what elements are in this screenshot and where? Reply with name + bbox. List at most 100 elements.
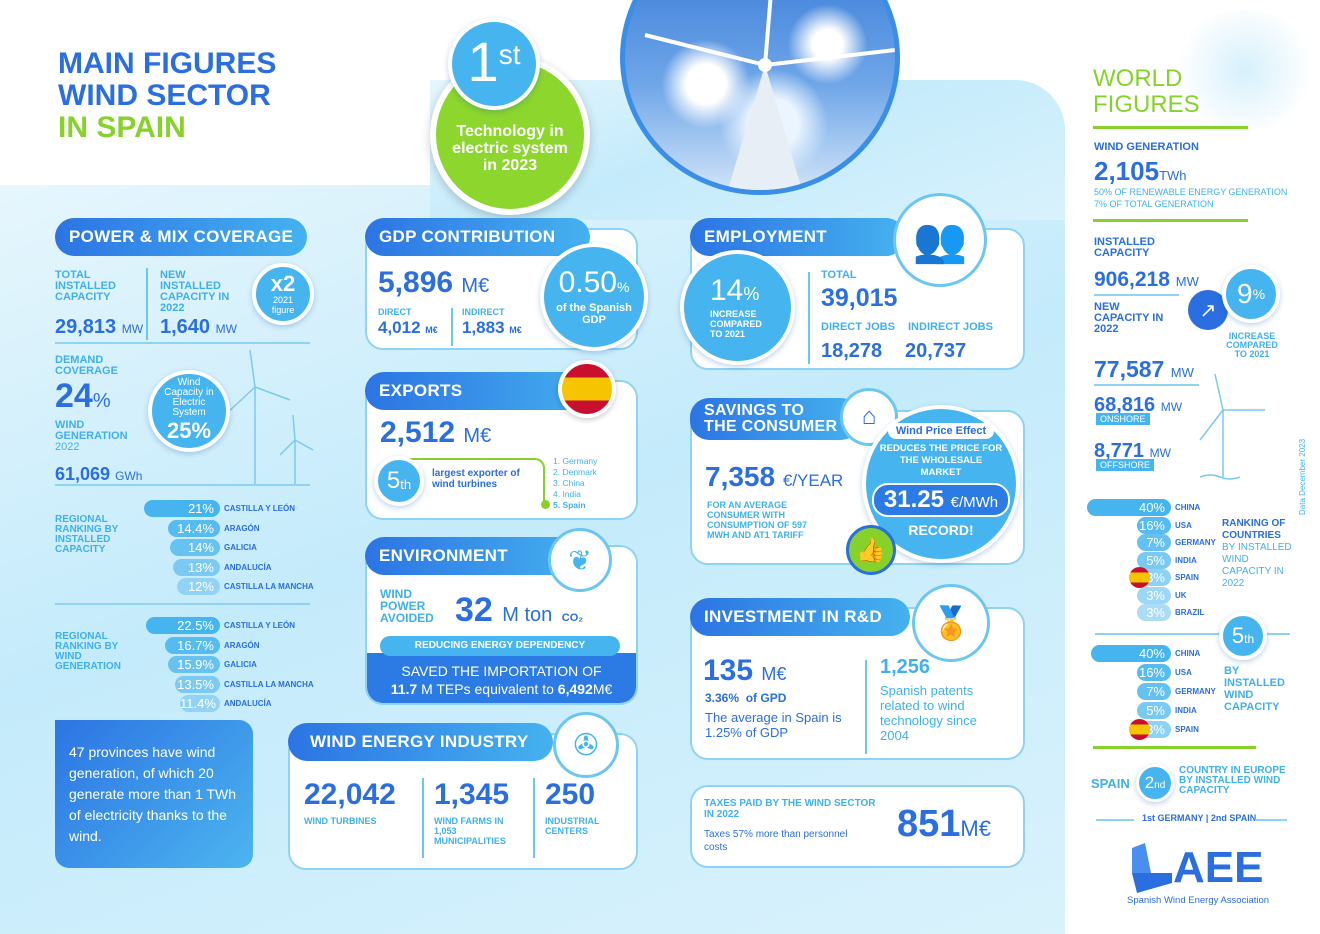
divider — [146, 268, 148, 340]
exports-rank-text: largest exporter of wind turbines — [432, 468, 520, 490]
indirect-jobs-value: 20,737 — [905, 340, 967, 362]
ranking-label: ANDALUCÍA — [224, 562, 272, 572]
divider — [533, 778, 535, 858]
unit: GWh — [115, 469, 143, 483]
divider — [55, 603, 310, 605]
title-line-1: MAIN FIGURES — [58, 47, 277, 80]
ranking-bar: 16.7% — [164, 636, 220, 654]
taxes-card — [690, 785, 1025, 868]
world-panel — [1068, 40, 1320, 840]
ranking-label: BRAZIL — [1175, 608, 1205, 617]
value: 6,492 — [557, 681, 593, 697]
indirect-value: 1,883 M€ — [462, 318, 522, 338]
unit: M ton — [502, 604, 553, 626]
world-cap-value: 906,218 MW — [1094, 265, 1199, 297]
ranking-bar: 5% — [1137, 702, 1171, 719]
exporter-item: 2. Denmark — [553, 467, 597, 477]
value: 2,105 — [1094, 156, 1160, 186]
taxes-note: Taxes 57% more than personnel costs — [704, 829, 848, 853]
exporter-item: 3. China — [553, 478, 585, 488]
generation-label: WIND GENERATION 2022 — [55, 420, 145, 453]
value: 7,358 — [705, 461, 776, 492]
co2: CO₂ — [561, 612, 584, 624]
divider — [422, 778, 424, 858]
line1: WORLD — [1093, 65, 1183, 92]
ranking-label: INDIA — [1175, 706, 1197, 715]
new-capacity-label: NEW INSTALLED CAPACITY IN 2022 — [160, 269, 230, 314]
avoided-label: WIND POWER AVOIDED — [380, 587, 434, 625]
ranking-bar: 16% — [1137, 664, 1171, 681]
employment-increase-circle: 14% INCREASE COMPARED TO 2021 — [680, 250, 795, 365]
ranking-label: CASTILLA LA MANCHA — [224, 679, 314, 689]
suffix: nd — [1154, 779, 1166, 791]
direct-value: 4,012 M€ — [378, 318, 438, 338]
value: 135 — [703, 654, 754, 687]
exports-value: 2,512 M€ — [380, 418, 491, 451]
employment-header: EMPLOYMENT — [690, 218, 905, 256]
ranking-bar: 12% — [176, 578, 220, 595]
offshore-turbine-icon — [1199, 373, 1265, 480]
value: 68,816 — [1094, 394, 1156, 416]
unit: MW — [121, 322, 144, 336]
ranking-bar: 3% — [1137, 586, 1171, 604]
value: 5,896 — [378, 266, 454, 299]
value: 14 — [710, 274, 744, 307]
value: 32 — [455, 591, 493, 629]
ranking-bar: 14% — [169, 539, 220, 556]
ranking-label: GALICIA — [224, 660, 257, 669]
logo-tagline: Spanish Wind Energy Association — [1127, 895, 1270, 906]
world-new-label: NEW CAPACITY IN 2022 — [1094, 301, 1164, 335]
exporters-list: 1. Germany 2. Denmark 3. China 4. India 5. S… — [553, 456, 597, 511]
world-title: WORLD FIGURES — [1093, 66, 1200, 118]
unit: M€ — [425, 325, 438, 335]
centers-value: 250 — [545, 778, 596, 811]
divider — [865, 660, 867, 754]
ranking-label: INDIA — [1175, 555, 1197, 565]
savings-header: SAVINGS TO THE CONSUMER — [690, 398, 860, 440]
green-divider — [1093, 746, 1256, 749]
onshore-value: 68,816 MW — [1094, 390, 1182, 422]
ranking-label: CASTILLA Y LEÓN — [224, 504, 295, 513]
world-increase-text: INCREASE COMPARED TO 2021 — [1226, 331, 1278, 359]
gdp-value: 5,896 M€ — [378, 268, 489, 301]
rank: 5 — [1231, 623, 1245, 648]
turbine-rotor-icon: ✇ — [553, 712, 619, 778]
ranking-label: GERMANY — [1175, 687, 1216, 696]
power-mix-header: POWER & MIX COVERAGE — [55, 218, 307, 256]
unit: €/YEAR — [782, 471, 844, 490]
patents-value: 1,256 — [880, 656, 931, 678]
ranking-label: USA — [1175, 668, 1192, 677]
badge-text: Technology in electric system in 2023 — [452, 123, 568, 174]
farms-value: 1,345 — [434, 778, 510, 811]
line1: SAVED THE IMPORTATION OF — [401, 663, 602, 679]
value: 1,640 — [160, 316, 211, 338]
line1: SAVINGS TO — [704, 402, 805, 419]
thumbs-up-icon: 👍 — [846, 525, 896, 575]
value: 0.50 — [558, 266, 617, 299]
leaf-icon: ❦ — [548, 528, 612, 592]
ranking-bar: 14.4% — [168, 519, 220, 537]
value: 25% — [166, 418, 212, 443]
unit: M€ — [509, 325, 522, 335]
divider — [1255, 819, 1287, 821]
value: 77,587 — [1094, 356, 1165, 382]
ranking-bar: 40% — [1091, 645, 1171, 662]
label-b: BY INSTALLED WIND CAPACITY IN 2022 — [1222, 542, 1292, 589]
ranking-label: USA — [1175, 520, 1192, 530]
centers-label: INDUSTRIAL CENTERS — [545, 816, 600, 836]
rank: 5 — [386, 467, 401, 494]
ranking-label: GALICIA — [224, 543, 257, 552]
ranking-bar: 21% — [144, 500, 220, 517]
unit: % — [1252, 286, 1266, 302]
value: 61,069 — [55, 464, 111, 484]
capacity-share-circle: Wind Capacity in Electric System 25% — [148, 370, 230, 452]
unit: M€ — [761, 664, 787, 684]
divider — [1096, 819, 1134, 821]
ranking-label: CASTILLA Y LEÓN — [224, 621, 295, 630]
europe-spain-label: SPAIN — [1091, 776, 1130, 791]
world-ranking-label: RANKING OF COUNTRIES BY INSTALLED WIND CA… — [1222, 518, 1294, 590]
ranking-label: CHINA — [1175, 649, 1201, 658]
spain-flag-icon — [1129, 719, 1150, 740]
x2-sub: 2021 figure — [271, 295, 295, 315]
